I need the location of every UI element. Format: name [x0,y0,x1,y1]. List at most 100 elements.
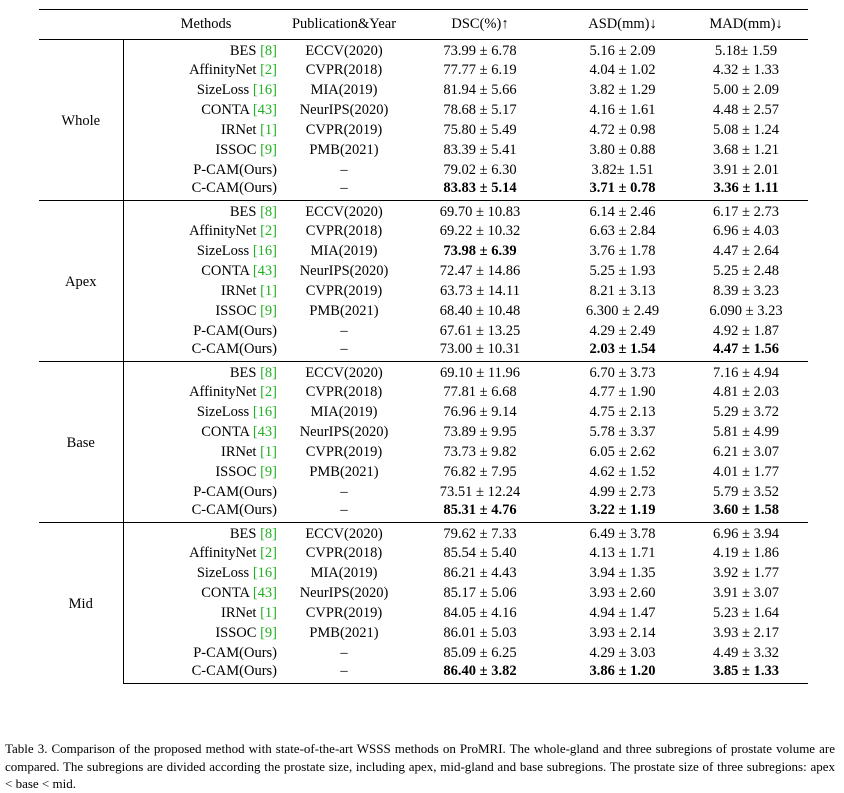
mad-cell: 6.21 ± 3.07 [713,443,779,460]
method-name: CONTA [201,101,250,118]
dsc-cell: 77.77 ± 6.19 [443,61,517,78]
citation-link[interactable]: [43] [252,262,277,279]
citation-link[interactable]: [43] [252,584,277,601]
citation-link[interactable]: [8] [260,43,277,59]
asd-cell: 5.16 ± 2.09 [589,43,656,59]
asd-cell: 3.71 ± 0.78 [589,180,656,196]
citation-link[interactable]: [1] [260,121,277,138]
table-row: IRNet [1] CVPR(2019) 75.80 ± 5.49 4.72 ± 0.… [39,120,808,140]
method-cell: C-CAM(Ours) [123,341,289,362]
dsc-cell: 85.17 ± 5.06 [443,584,517,601]
publication-cell: CVPR(2018) [305,61,383,78]
dsc-cell: 73.98 ± 6.39 [443,242,517,259]
table-row: SizeLoss [16] MIA(2019) 86.21 ± 4.43 3.94 ±… [39,563,808,583]
method-name: C-CAM(Ours) [191,180,277,196]
citation-link[interactable]: [2] [260,544,277,561]
asd-cell: 3.93 ± 2.60 [589,584,656,601]
citation-link[interactable]: [16] [252,403,277,420]
method-name: AffinityNet [189,222,257,239]
group-section-base: Base BES [8] ECCV(2020) 69.10 ± 11.96 6.70 ±… [39,361,808,523]
citation-link[interactable]: [9] [260,302,277,319]
table-row: Apex BES [8] ECCV(2020) 69.70 ± 10.83 6.14 ±… [39,200,808,362]
publication-cell: MIA(2019) [310,81,378,98]
table-row: P-CAM(Ours) – 85.09 ± 6.25 4.29 ± 3.03 4.49 … [39,643,808,663]
mad-cell: 4.48 ± 2.57 [713,101,779,118]
table-header: Methods Publication&Year DSC(%)↑ ASD(mm)… [39,9,808,40]
method-name: ISSOC [215,463,257,480]
publication-cell: ECCV(2020) [305,43,383,59]
asd-cell: 8.21 ± 3.13 [589,282,656,299]
citation-link[interactable]: [1] [260,443,277,460]
method-name: SizeLoss [196,403,250,420]
method-cell: SizeLoss [16] [123,563,289,583]
table-row: Mid BES [8] ECCV(2020) 79.62 ± 7.33 6.49 ± 3… [39,522,808,684]
publication-cell: NeurIPS(2020) [299,423,389,440]
method-name: CONTA [201,262,250,279]
citation-link[interactable]: [9] [260,463,277,480]
mad-cell: 4.01 ± 1.77 [713,463,779,480]
table-row: P-CAM(Ours) – 67.61 ± 13.25 4.29 ± 2.49 4.92… [39,321,808,341]
header-publication: Publication&Year [289,9,399,40]
table-row: SizeLoss [16] MIA(2019) 73.98 ± 6.39 3.76 ±… [39,241,808,261]
header-asd: ASD(mm)↓ [561,9,684,40]
method-name: P-CAM(Ours) [193,322,277,339]
group-section-whole: Whole BES [8] ECCV(2020) 73.99 ± 6.78 5.16 ±… [39,39,808,201]
method-cell: ISSOC [9] [123,623,289,643]
asd-cell: 3.82 ± 1.29 [589,81,656,98]
table-row: AffinityNet [2] CVPR(2018) 69.22 ± 10.32 6.… [39,221,808,241]
mad-cell: 6.96 ± 4.03 [713,222,779,239]
table-row: AffinityNet [2] CVPR(2018) 77.81 ± 6.68 4.7… [39,382,808,402]
dsc-cell: 78.68 ± 5.17 [443,101,517,118]
publication-cell: CVPR(2019) [305,121,383,138]
citation-link[interactable]: [9] [260,141,277,158]
citation-link[interactable]: [43] [252,101,277,118]
method-cell: ISSOC [9] [123,462,289,482]
group-label: Base [39,361,124,523]
citation-link[interactable]: [16] [252,564,277,581]
mad-cell: 3.91 ± 2.01 [713,161,779,178]
citation-link[interactable]: [2] [260,61,277,78]
citation-link[interactable]: [16] [252,242,277,259]
method-cell: AffinityNet [2] [123,221,289,241]
asd-cell: 6.49 ± 3.78 [561,522,684,543]
method-cell: AffinityNet [2] [123,382,289,402]
method-name: SizeLoss [196,81,250,98]
publication-cell: – [340,644,348,661]
mad-cell: 5.25 ± 2.48 [713,262,779,279]
mad-cell: 4.32 ± 1.33 [713,61,779,78]
header-row: Methods Publication&Year DSC(%)↑ ASD(mm)… [39,9,808,40]
method-name: BES [229,526,257,542]
citation-link[interactable]: [8] [260,204,277,220]
mad-cell: 3.68 ± 1.21 [713,141,779,158]
citation-link[interactable]: [2] [260,383,277,400]
header-group [39,9,123,40]
table-row: ISSOC [9] PMB(2021) 68.40 ± 10.48 6.300 ± 2… [39,301,808,321]
method-cell: AffinityNet [2] [123,543,289,563]
publication-cell: MIA(2019) [310,403,378,420]
asd-cell: 4.62 ± 1.52 [589,463,656,480]
header-mad: MAD(mm)↓ [684,9,808,40]
publication-cell: PMB(2021) [309,463,379,480]
publication-cell: ECCV(2020) [289,200,399,221]
method-cell: P-CAM(Ours) [123,482,289,502]
citation-link[interactable]: [8] [260,365,277,381]
dsc-cell: 83.39 ± 5.41 [443,141,517,158]
citation-link[interactable]: [43] [252,423,277,440]
asd-cell: 4.13 ± 1.71 [589,544,656,561]
dsc-cell: 76.82 ± 7.95 [443,463,517,480]
mad-cell: 6.96 ± 3.94 [684,522,808,543]
table-row: P-CAM(Ours) – 73.51 ± 12.24 4.99 ± 2.73 5.79… [39,482,808,502]
method-name: ISSOC [215,624,257,641]
citation-link[interactable]: [1] [260,282,277,299]
citation-link[interactable]: [2] [260,222,277,239]
publication-cell: – [340,483,348,500]
asd-cell: 6.70 ± 3.73 [561,361,684,382]
publication-cell: MIA(2019) [310,564,378,581]
publication-cell: CVPR(2018) [305,383,383,400]
publication-cell: NeurIPS(2020) [299,262,389,279]
citation-link[interactable]: [8] [260,526,277,542]
citation-link[interactable]: [9] [260,624,277,641]
citation-link[interactable]: [1] [260,604,277,621]
citation-link[interactable]: [16] [252,81,277,98]
mad-cell: 3.91 ± 3.07 [713,584,779,601]
